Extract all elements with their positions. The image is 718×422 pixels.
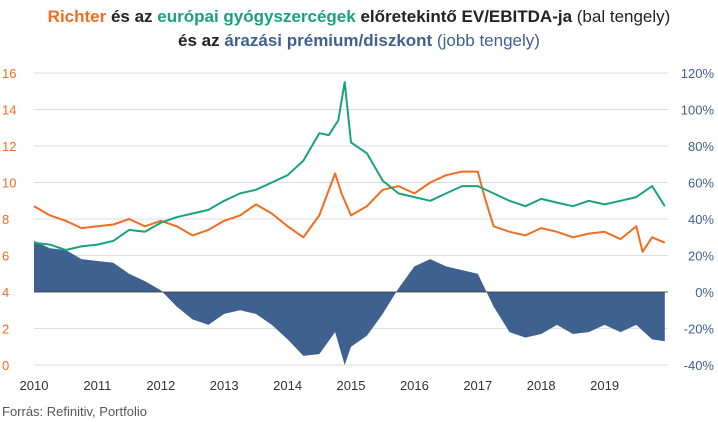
- right-tick-label: 100%: [681, 103, 715, 118]
- title-segment: európai gyógyszercégek: [157, 7, 356, 26]
- left-axis-ticks: 0 2 4 6 8 10 12 14 16: [2, 66, 16, 373]
- title-line-1: Richter és az európai gyógyszercégek elő…: [48, 7, 671, 26]
- x-tick-label: 2014: [273, 378, 302, 393]
- x-tick-label: 2016: [400, 378, 429, 393]
- source-note: Forrás: Refinitiv, Portfolio: [2, 404, 147, 419]
- right-tick-label: 80%: [688, 139, 714, 154]
- left-tick-label: 12: [2, 139, 16, 154]
- left-tick-label: 14: [2, 103, 16, 118]
- premium-discount-area: [34, 240, 665, 365]
- x-tick-label: 2017: [463, 378, 492, 393]
- right-tick-label: 20%: [688, 249, 714, 264]
- x-tick-label: 2015: [337, 378, 366, 393]
- left-tick-label: 16: [2, 66, 16, 81]
- title-segment: (bal tengely): [572, 7, 670, 26]
- right-tick-label: 60%: [688, 176, 714, 191]
- x-tick-label: 2018: [527, 378, 556, 393]
- right-tick-label: -20%: [684, 322, 715, 337]
- x-tick-label: 2012: [146, 378, 175, 393]
- title-segment: árazási prémium/diszkont: [224, 31, 432, 50]
- sector-line: [33, 81, 666, 251]
- right-tick-label: 120%: [681, 66, 715, 81]
- x-tick-label: 2013: [210, 378, 239, 393]
- left-tick-label: 10: [2, 176, 16, 191]
- title-line-2: és az árazási prémium/diszkont (jobb ten…: [178, 31, 540, 50]
- x-axis-ticks: 2010 2011 2012 2013 2014 2015 2016 2017 2018 2019: [20, 378, 620, 393]
- x-tick-label: 2019: [590, 378, 619, 393]
- chart-title: Richter és az európai gyógyszercégek elő…: [48, 7, 671, 50]
- title-segment: előretekintő EV/EBITDA-ja: [356, 7, 573, 26]
- left-tick-label: 2: [2, 322, 9, 337]
- premium-area: [34, 240, 668, 365]
- x-tick-label: 2011: [83, 378, 111, 393]
- left-tick-label: 8: [2, 212, 9, 227]
- right-tick-label: -40%: [684, 358, 715, 373]
- title-segment: Richter: [48, 7, 107, 26]
- left-tick-label: 6: [2, 249, 9, 264]
- right-tick-label: 0%: [695, 285, 714, 300]
- left-tick-label: 4: [2, 285, 9, 300]
- left-tick-label: 0: [2, 358, 9, 373]
- richter-line: [33, 170, 666, 253]
- title-segment: és az: [178, 31, 224, 50]
- right-tick-label: 40%: [688, 212, 714, 227]
- right-axis-ticks: -40% -20% 0% 20% 40% 60% 80% 100% 120%: [681, 66, 715, 373]
- title-segment: és az: [106, 7, 157, 26]
- series-lines: [33, 81, 666, 253]
- title-segment: (jobb tengely): [432, 31, 540, 50]
- x-tick-label: 2010: [20, 378, 49, 393]
